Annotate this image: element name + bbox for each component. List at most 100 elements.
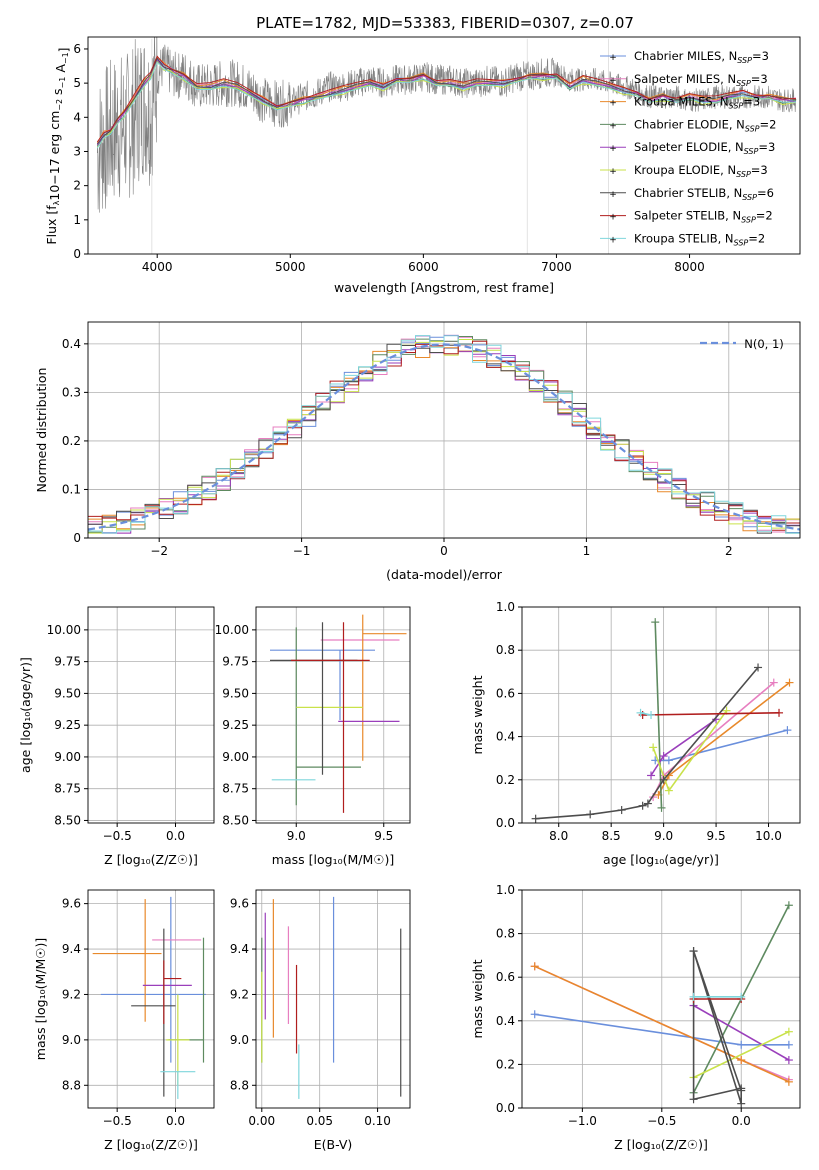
age-vs-Z-axes (88, 607, 214, 823)
legend-label: Salpeter MILES, NSSP=3 (634, 72, 768, 88)
y-tick-label: 9.4 (62, 942, 81, 956)
legend-part: SSP (736, 79, 751, 88)
x-tick-label: −0.5 (103, 829, 132, 843)
x-tick-label: 0.0 (166, 829, 185, 843)
legend-label: Salpeter STELIB, NSSP=2 (634, 209, 773, 225)
weight-line (535, 666, 759, 820)
y-tick-label: 0.0 (496, 816, 515, 830)
legend-part: =3 (751, 72, 768, 86)
x-tick-label: 0.0 (166, 1114, 185, 1128)
observed-spectrum (97, 37, 797, 213)
y-tick-label: 9.6 (230, 897, 249, 911)
y-tick-label: 0.4 (62, 337, 81, 351)
label-part: −17 (47, 158, 62, 184)
mass-vs-Z-axes (88, 890, 214, 1108)
y-tick-label: 0.6 (496, 686, 515, 700)
y-tick-label: 9.0 (62, 1033, 81, 1047)
label-part: A (53, 64, 68, 77)
x-tick-label: 9.0 (654, 829, 673, 843)
weight-vs-Z-frame (521, 889, 801, 1109)
weight-vs-Z-axes (522, 889, 800, 1109)
y-tick-label: 9.25 (54, 718, 81, 732)
legend-part: Kroupa MILES, N (634, 95, 729, 109)
legend-label: Chabrier STELIB, NSSP=6 (634, 186, 774, 202)
weight-line (693, 1030, 790, 1079)
x-tick-label: −1.0 (568, 1114, 597, 1128)
weight-vs-Z-plot (530, 901, 793, 1108)
x-tick-label: 0.10 (364, 1114, 391, 1128)
label-part: f (44, 205, 59, 210)
x-tick-label: 0.0 (732, 1114, 751, 1128)
y-tick-label: 8.8 (62, 1078, 81, 1092)
x-tick-label: 0 (440, 544, 448, 558)
legend-part: =6 (757, 186, 774, 200)
legend-part: SSP (734, 238, 749, 247)
legend-part: Chabrier STELIB, N (634, 186, 742, 200)
weight-line (692, 950, 743, 1104)
legend-marker: + (609, 76, 617, 86)
y-tick-label: 9.75 (222, 655, 249, 669)
y-tick-label: 0.2 (496, 773, 515, 787)
legend-part: SSP (742, 193, 757, 202)
label-part: −1 (58, 77, 67, 89)
x-tick-label: 7000 (541, 260, 572, 274)
y-axis-label: age [log₁₀(age/yr)] (18, 657, 33, 773)
model-line (96, 55, 797, 143)
weight-vs-age-plot (531, 618, 794, 823)
x-tick-label: 9.0 (287, 829, 306, 843)
legend-marker: + (609, 144, 617, 154)
y-tick-label: 9.2 (230, 987, 249, 1001)
legend-label: Chabrier ELODIE, NSSP=2 (634, 117, 776, 133)
legend-label: Chabrier MILES, NSSP=3 (634, 49, 769, 65)
y-tick-label: 9.75 (54, 655, 81, 669)
y-tick-label: 0 (73, 247, 81, 261)
age-vs-mass-frame (255, 606, 411, 824)
age-vs-mass-axes (256, 607, 410, 823)
x-axis-label: E(B-V) (314, 1137, 353, 1152)
y-tick-label: 9.50 (54, 686, 81, 700)
y-tick-label: 0.8 (496, 643, 515, 657)
x-axis-label: Z [log₁₀(Z/Z☉)] (104, 1137, 198, 1152)
y-tick-label: 0.0 (496, 1101, 515, 1115)
label-part: 10 (47, 185, 62, 201)
legend-part: =3 (751, 163, 768, 177)
legend-part: Salpeter MILES, N (634, 72, 736, 86)
normal-curve (88, 343, 800, 531)
legend-label: Kroupa ELODIE, NSSP=3 (634, 163, 768, 179)
x-tick-label: 8.5 (602, 829, 621, 843)
y-tick-label: 8.75 (222, 782, 249, 796)
spectrum-plot (96, 37, 797, 254)
label-part: erg cm (47, 111, 62, 159)
y-tick-label: 9.25 (222, 718, 249, 732)
x-tick-label: 6000 (408, 260, 439, 274)
weight-line (642, 712, 780, 716)
legend-part: SSP (744, 147, 759, 156)
legend-part: SSP (729, 102, 744, 111)
x-tick-label: 8000 (674, 260, 705, 274)
legend-part: SSP (736, 170, 751, 179)
x-axis-label: age [log₁₀(age/yr)] (603, 852, 719, 867)
legend-part: =2 (748, 231, 765, 245)
y-axis-label: mass weight (470, 959, 485, 1038)
y-tick-label: 10.00 (47, 623, 81, 637)
y-tick-label: 8.8 (230, 1078, 249, 1092)
model-line (96, 60, 797, 148)
legend-label: Kroupa STELIB, NSSP=2 (634, 231, 765, 247)
legend-part: SSP (741, 216, 756, 225)
y-axis-label: mass weight (470, 675, 485, 754)
mass-vs-EBV-plot (261, 896, 402, 1099)
mass-vs-EBV-frame (255, 889, 411, 1109)
x-axis-label: Z [log₁₀(Z/Z☉)] (614, 1137, 708, 1152)
legend-part: Kroupa STELIB, N (634, 231, 734, 245)
legend-part: =2 (760, 117, 777, 131)
x-tick-label: −2 (150, 544, 168, 558)
legend-marker: + (609, 213, 617, 223)
x-tick-label: −0.5 (647, 1114, 676, 1128)
y-tick-label: 0.8 (496, 927, 515, 941)
y-tick-label: 9.2 (62, 987, 81, 1001)
y-tick-label: 8.50 (54, 813, 81, 827)
x-axis-label: Z [log₁₀(Z/Z☉)] (104, 852, 198, 867)
weight-vs-age-frame (521, 606, 801, 824)
label-part: ] (56, 47, 71, 52)
y-tick-label: 0.2 (496, 1057, 515, 1071)
